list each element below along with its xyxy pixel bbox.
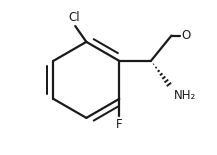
Text: F: F — [116, 117, 123, 131]
Text: NH₂: NH₂ — [174, 89, 196, 102]
Text: O: O — [181, 29, 190, 42]
Text: Cl: Cl — [69, 11, 80, 24]
